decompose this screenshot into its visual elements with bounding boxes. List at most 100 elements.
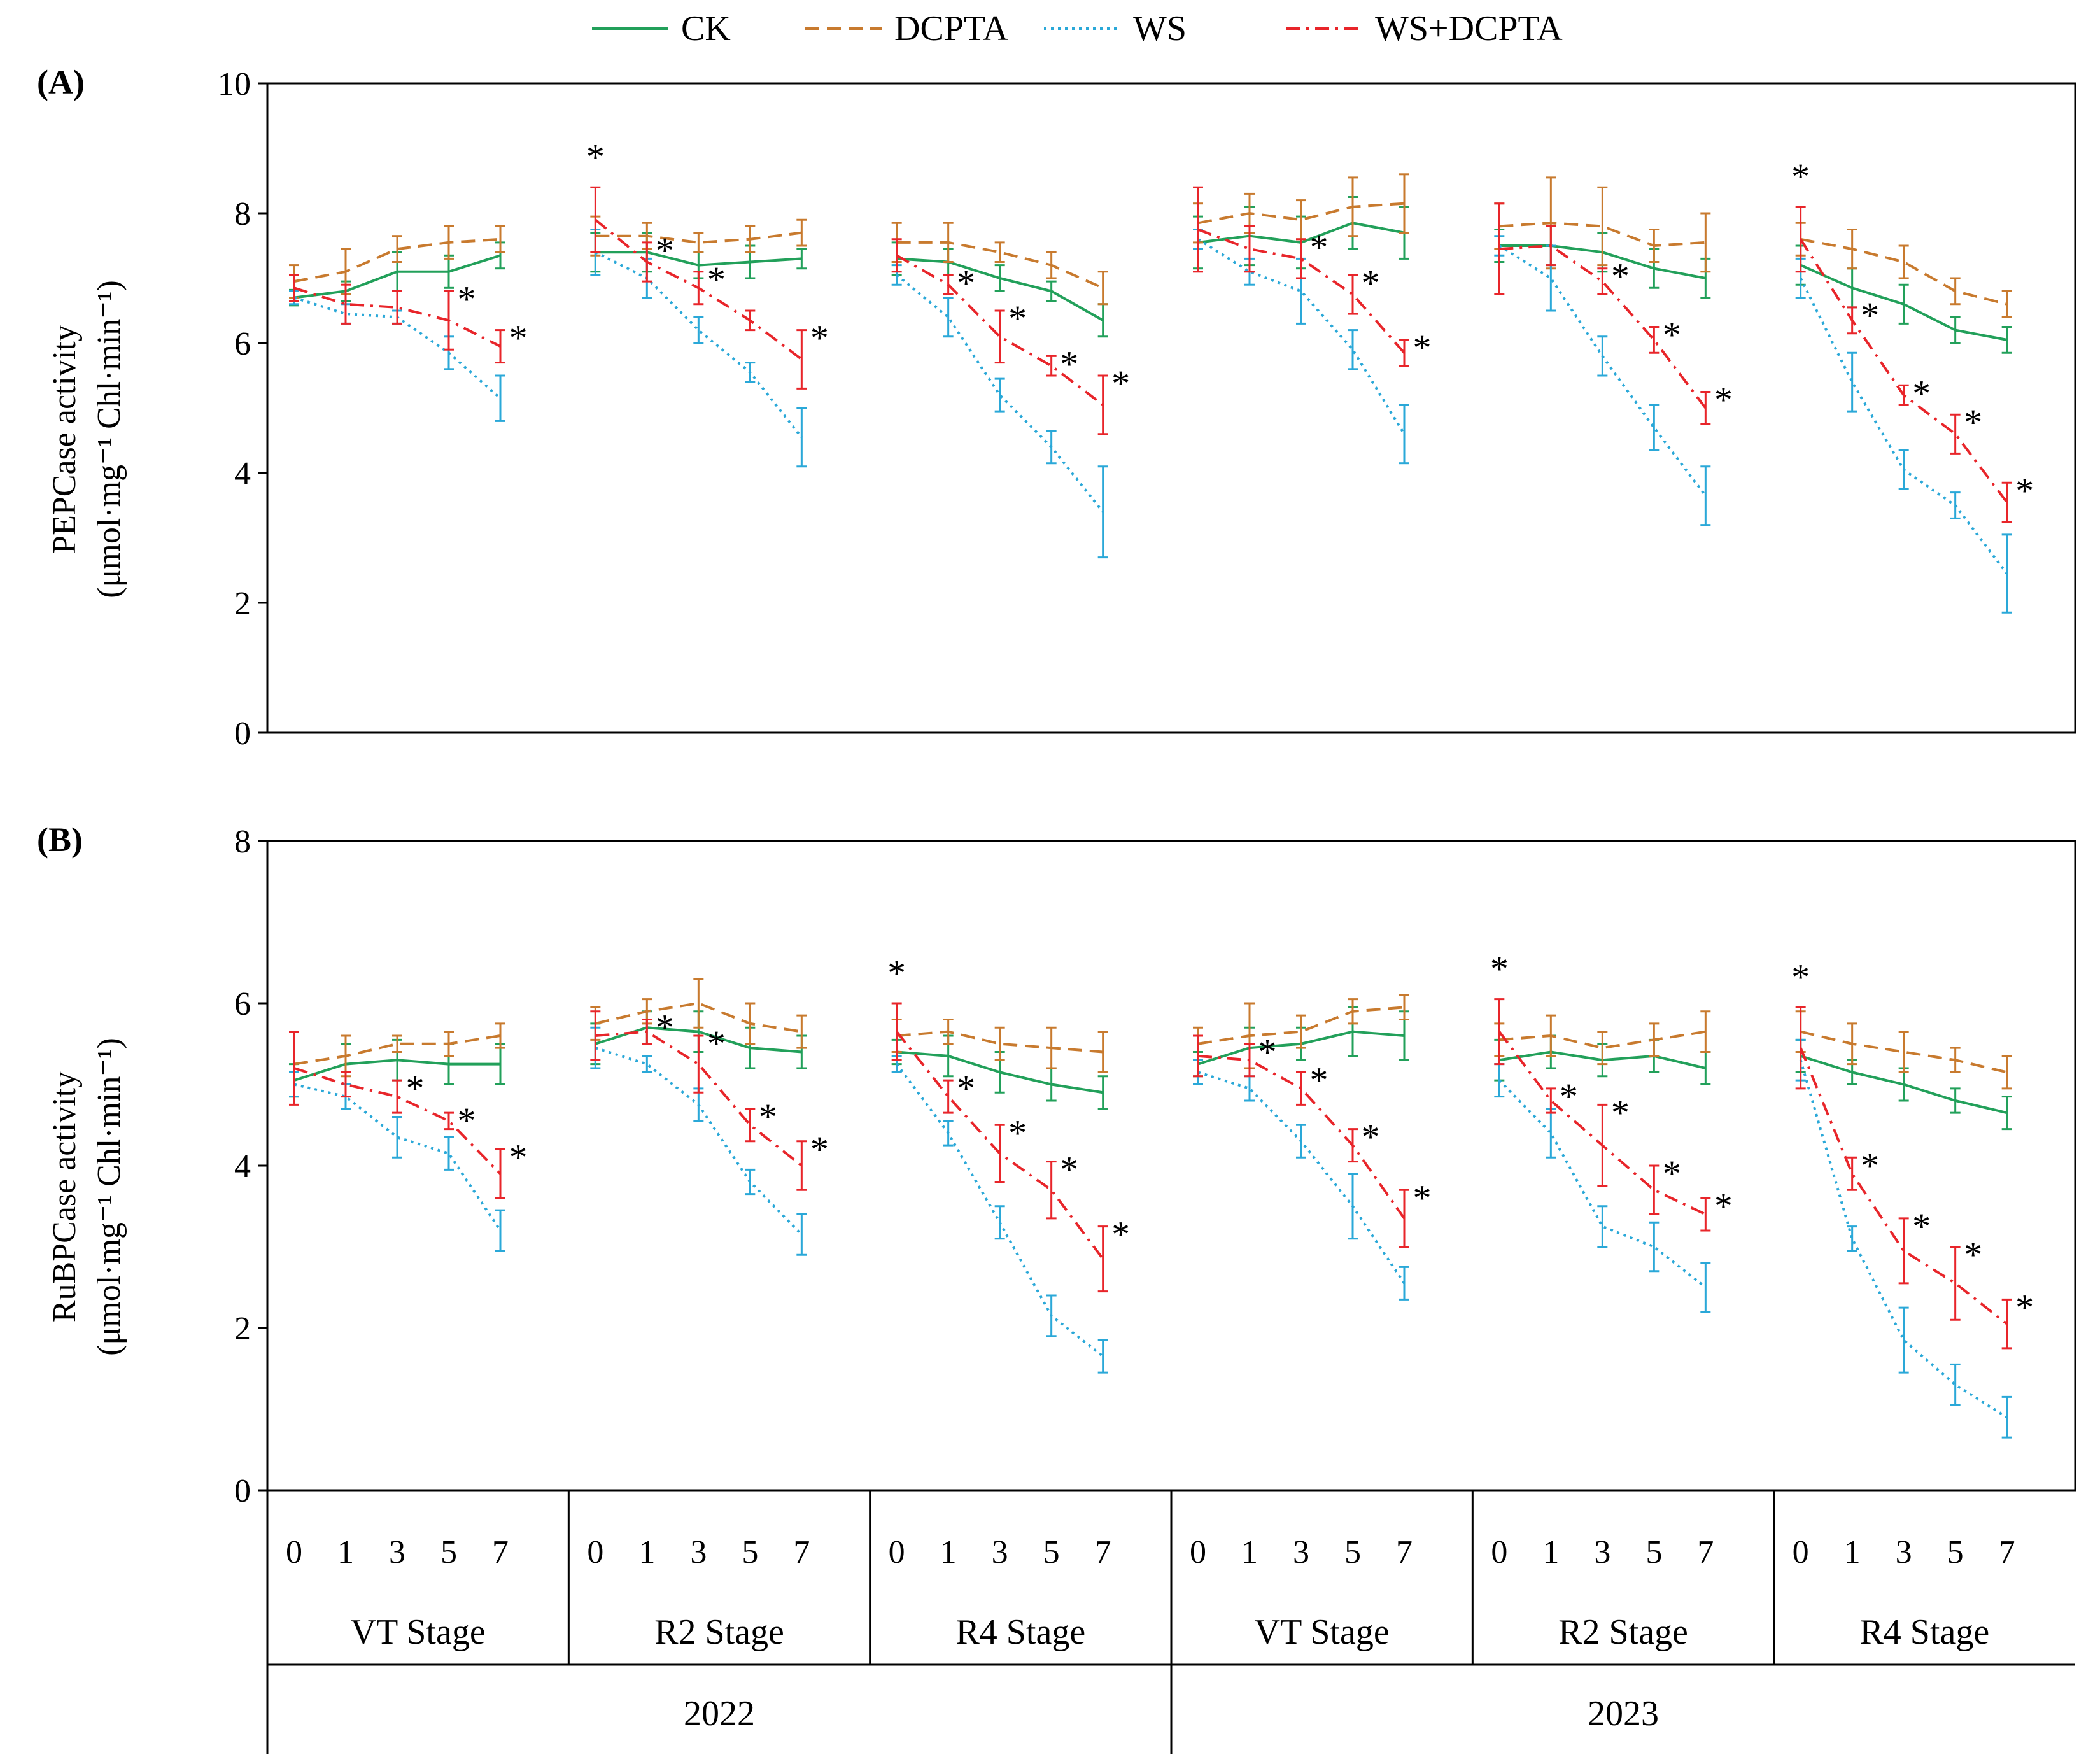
series-line-ws [896, 274, 1104, 513]
day-tick-label: 1 [1844, 1534, 1861, 1570]
significance-marker: * [1912, 372, 1931, 414]
day-tick-label: 5 [1947, 1534, 1964, 1570]
panel-b-y-axis-title: RuBPCase activity [46, 1071, 83, 1322]
day-tick-label: 5 [440, 1534, 457, 1570]
series-line-dcpta [595, 231, 802, 244]
series-line-ck [293, 254, 501, 299]
stage-label: VT Stage [1255, 1612, 1390, 1652]
significance-marker: * [1791, 956, 1810, 998]
significance-marker: * [1912, 1206, 1931, 1247]
day-tick-label: 1 [940, 1534, 957, 1570]
y-tick-label: 2 [234, 1311, 251, 1347]
significance-marker: * [509, 318, 528, 359]
series-line-dcpta [896, 241, 1104, 290]
y-tick-label: 8 [234, 196, 251, 232]
significance-marker: * [586, 136, 605, 178]
series-line-ws-dcpta [1197, 1054, 1406, 1220]
significance-marker: * [1861, 295, 1879, 336]
significance-marker: * [1490, 949, 1509, 990]
series-line-ws [293, 1083, 502, 1232]
significance-marker: * [1008, 298, 1027, 339]
day-tick-label: 0 [1793, 1534, 1809, 1570]
significance-marker: * [1560, 1076, 1578, 1117]
significance-marker: * [1611, 1092, 1630, 1133]
day-tick-label: 0 [889, 1534, 905, 1570]
series-line-ws-dcpta [595, 1030, 803, 1167]
y-tick-label: 6 [234, 326, 251, 362]
series-line-ws [1799, 278, 2008, 575]
legend-label-ws: WS [1133, 9, 1187, 48]
day-tick-label: 1 [1542, 1534, 1559, 1570]
significance-marker: * [1413, 327, 1432, 369]
series-line-ws [1498, 244, 1707, 497]
series-line-ws-dcpta [293, 1067, 502, 1175]
significance-marker: * [1060, 343, 1078, 385]
significance-marker: * [1060, 1149, 1078, 1190]
day-tick-label: 1 [337, 1534, 354, 1570]
significance-marker: * [1362, 262, 1380, 304]
day-tick-label: 7 [1697, 1534, 1714, 1570]
panel-b-y-axis-unit: (μmol·mg⁻¹ Chl·min⁻¹) [91, 1038, 127, 1356]
stage-label: R2 Stage [1558, 1612, 1688, 1652]
day-tick-label: 7 [1999, 1534, 2015, 1570]
y-tick-label: 8 [234, 824, 251, 860]
day-tick-label: 0 [587, 1534, 603, 1570]
series-line-dcpta [1800, 1030, 2008, 1074]
series-line-ws [896, 1063, 1104, 1358]
significance-marker: * [1413, 1177, 1432, 1218]
stage-label: R2 Stage [654, 1612, 784, 1652]
significance-marker: * [509, 1137, 528, 1178]
significance-marker: * [1714, 379, 1733, 421]
significance-marker: * [1964, 402, 1982, 443]
series-line-dcpta [1499, 222, 1706, 248]
day-tick-label: 3 [1594, 1534, 1610, 1570]
legend-label-dcpta: DCPTA [894, 9, 1009, 48]
series-line-ws-dcpta [896, 1031, 1104, 1260]
series-line-ck [293, 1059, 500, 1082]
series-line-ws-dcpta [293, 286, 501, 348]
significance-marker: * [810, 318, 829, 359]
series-line-dcpta [1197, 202, 1405, 225]
panel-b-label: (B) [37, 821, 83, 859]
day-tick-label: 7 [793, 1534, 810, 1570]
day-tick-label: 1 [638, 1534, 655, 1570]
legend-label-ck: CK [681, 9, 731, 48]
panel-b-rubpcase-chart: (B) RuBPCase activity (μmol·mg⁻¹ Chl·min… [37, 821, 2076, 1509]
significance-marker: * [1258, 1031, 1277, 1073]
series-line-ws [1498, 1079, 1707, 1288]
series-line-ck [896, 1050, 1103, 1094]
y-tick-label: 0 [234, 716, 251, 752]
legend-label-ws-dcpta: WS+DCPTA [1375, 9, 1563, 48]
stage-label: VT Stage [351, 1612, 486, 1652]
y-tick-label: 0 [234, 1473, 251, 1509]
significance-marker: * [1310, 227, 1328, 268]
significance-marker: * [887, 952, 906, 994]
significance-marker: * [1663, 314, 1681, 356]
y-tick-label: 4 [234, 1148, 251, 1185]
series-line-ws [1197, 1071, 1406, 1284]
series-line-ws-dcpta [1799, 238, 2008, 504]
series-line-dcpta [595, 1001, 802, 1033]
significance-marker: * [1611, 256, 1630, 297]
stage-label: R4 Stage [1859, 1612, 1989, 1652]
day-tick-label: 1 [1241, 1534, 1258, 1570]
significance-marker: * [406, 1068, 425, 1109]
day-tick-label: 5 [742, 1534, 758, 1570]
significance-marker: * [458, 278, 476, 320]
significance-marker: * [707, 1023, 726, 1064]
day-tick-label: 3 [1293, 1534, 1309, 1570]
day-tick-label: 7 [492, 1534, 509, 1570]
series-line-ck [1800, 264, 2008, 341]
day-tick-label: 5 [1344, 1534, 1361, 1570]
y-tick-label: 4 [234, 456, 251, 492]
significance-marker: * [1663, 1153, 1681, 1194]
series-line-ws-dcpta [896, 254, 1104, 406]
day-tick-label: 0 [286, 1534, 302, 1570]
significance-marker: * [810, 1129, 829, 1170]
y-tick-label: 2 [234, 586, 251, 622]
significance-marker: * [957, 1068, 975, 1109]
panel-a-label: (A) [37, 63, 85, 101]
significance-marker: * [1008, 1112, 1027, 1154]
